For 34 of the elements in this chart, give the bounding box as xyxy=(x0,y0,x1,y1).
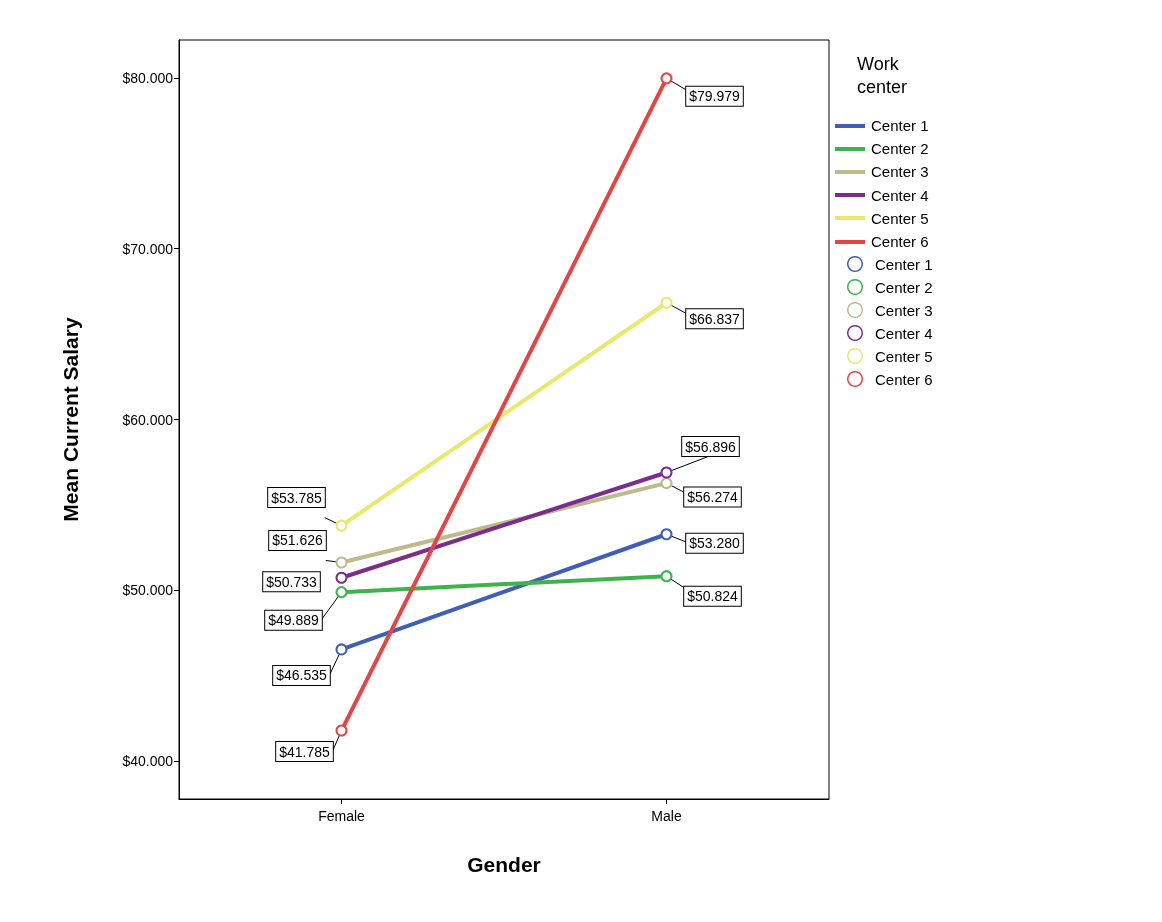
text: Center 6 xyxy=(875,370,933,388)
legend-label: Center 5 xyxy=(875,347,933,365)
y-tick-label: $80.000 xyxy=(122,69,174,86)
data-label: $51.626 xyxy=(272,532,324,549)
text: Center 4 xyxy=(871,186,929,204)
y-tick-label: $50.000 xyxy=(122,582,174,599)
y-tick-label: $70.000 xyxy=(122,240,174,257)
legend-title: Work center xyxy=(857,53,908,97)
y-tick-label: $60.000 xyxy=(122,411,174,428)
data-label: $50.733 xyxy=(266,573,318,590)
data-label: $56.896 xyxy=(685,438,737,455)
data-label: $49.889 xyxy=(268,612,320,629)
y-tick-label: $40.000 xyxy=(122,753,174,770)
text: Center 2 xyxy=(871,140,929,158)
text: Center 3 xyxy=(871,163,929,181)
legend-label: Center 2 xyxy=(875,278,933,296)
legend-label: Center 6 xyxy=(871,233,929,251)
legend-label: Center 4 xyxy=(875,324,933,342)
data-label: $56.274 xyxy=(687,489,739,506)
data-label: $53.785 xyxy=(271,489,323,506)
x-axis-title: Gender xyxy=(467,853,541,876)
y-axis-title: Mean Current Salary xyxy=(59,317,82,522)
data-label: $66.837 xyxy=(689,310,741,327)
data-label: $79.979 xyxy=(689,88,741,105)
data-label: $53.280 xyxy=(689,535,741,552)
data-label: $41.785 xyxy=(279,743,331,760)
legend-label: Center 1 xyxy=(875,255,933,273)
x-tick-label: Female xyxy=(318,808,366,824)
legend-label: Center 3 xyxy=(875,301,933,319)
text: Center 5 xyxy=(871,209,929,227)
data-label: $46.535 xyxy=(276,667,328,684)
data-label: $50.824 xyxy=(687,588,739,605)
text: Center 1 xyxy=(871,117,929,135)
x-tick-label: Male xyxy=(651,808,682,824)
